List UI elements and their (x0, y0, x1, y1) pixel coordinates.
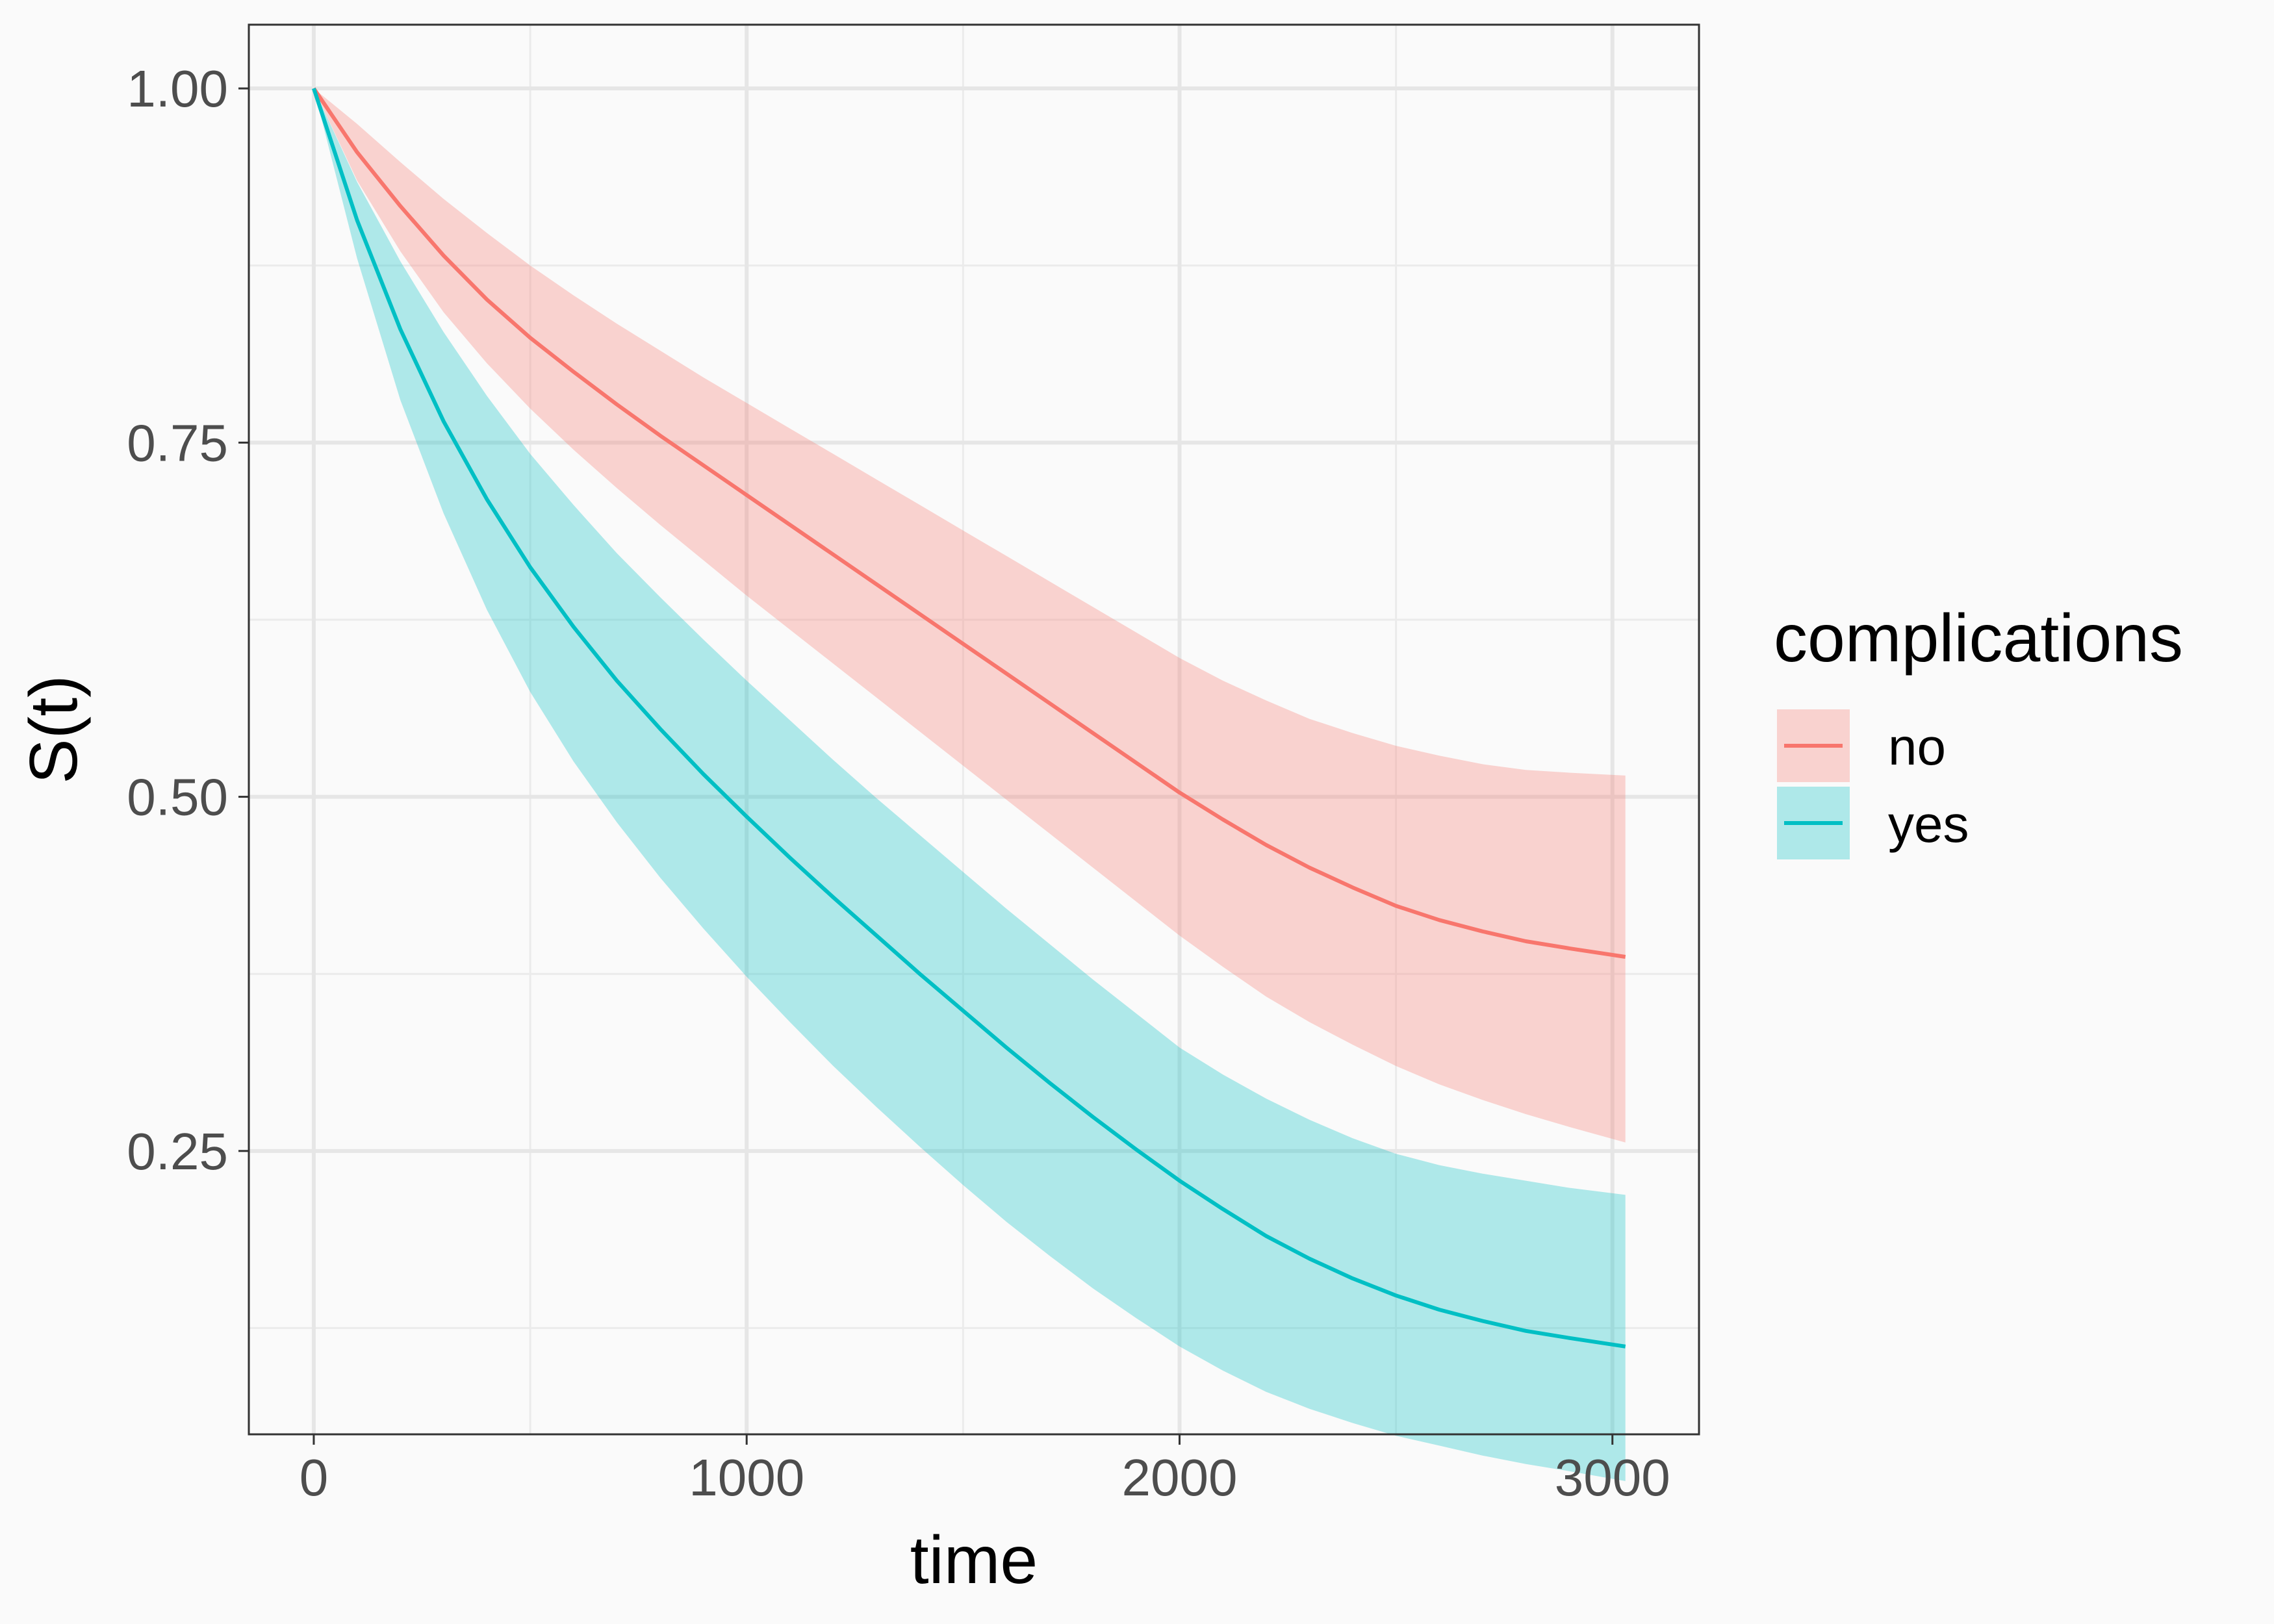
x-axis: 0 1000 2000 3000 (300, 1434, 1670, 1506)
legend-label-yes: yes (1888, 795, 1969, 853)
y-tick-label: 0.75 (127, 414, 228, 472)
major-gridlines (249, 25, 1699, 1434)
survival-line-no (312, 87, 1626, 959)
y-tick-label: 1.00 (127, 60, 228, 118)
survival-line-yes (312, 88, 1626, 1349)
plot-panel (249, 25, 1699, 1434)
x-tick-label: 3000 (1555, 1449, 1670, 1506)
confidence-band-yes (313, 88, 1626, 1481)
survival-lines (312, 87, 1626, 1349)
legend: complications no yes (1774, 601, 2183, 859)
x-axis-title: time (910, 1523, 1038, 1598)
legend-item-yes: yes (1777, 787, 1969, 859)
confidence-bands (313, 88, 1626, 1481)
legend-item-no: no (1777, 709, 1946, 782)
y-tick-label: 0.25 (127, 1123, 228, 1180)
legend-label-no: no (1888, 718, 1946, 776)
confidence-band-no (313, 88, 1626, 1143)
legend-title: complications (1774, 601, 2183, 676)
x-tick-label: 1000 (689, 1449, 804, 1506)
minor-gridlines (249, 25, 1699, 1434)
y-tick-label: 0.50 (127, 768, 228, 826)
y-axis: 0.25 0.50 0.75 1.00 (127, 60, 249, 1180)
plot-panel-border (248, 23, 1700, 1436)
y-axis-title: S(t) (16, 675, 92, 784)
x-tick-label: 0 (300, 1449, 329, 1506)
x-tick-label: 2000 (1121, 1449, 1237, 1506)
